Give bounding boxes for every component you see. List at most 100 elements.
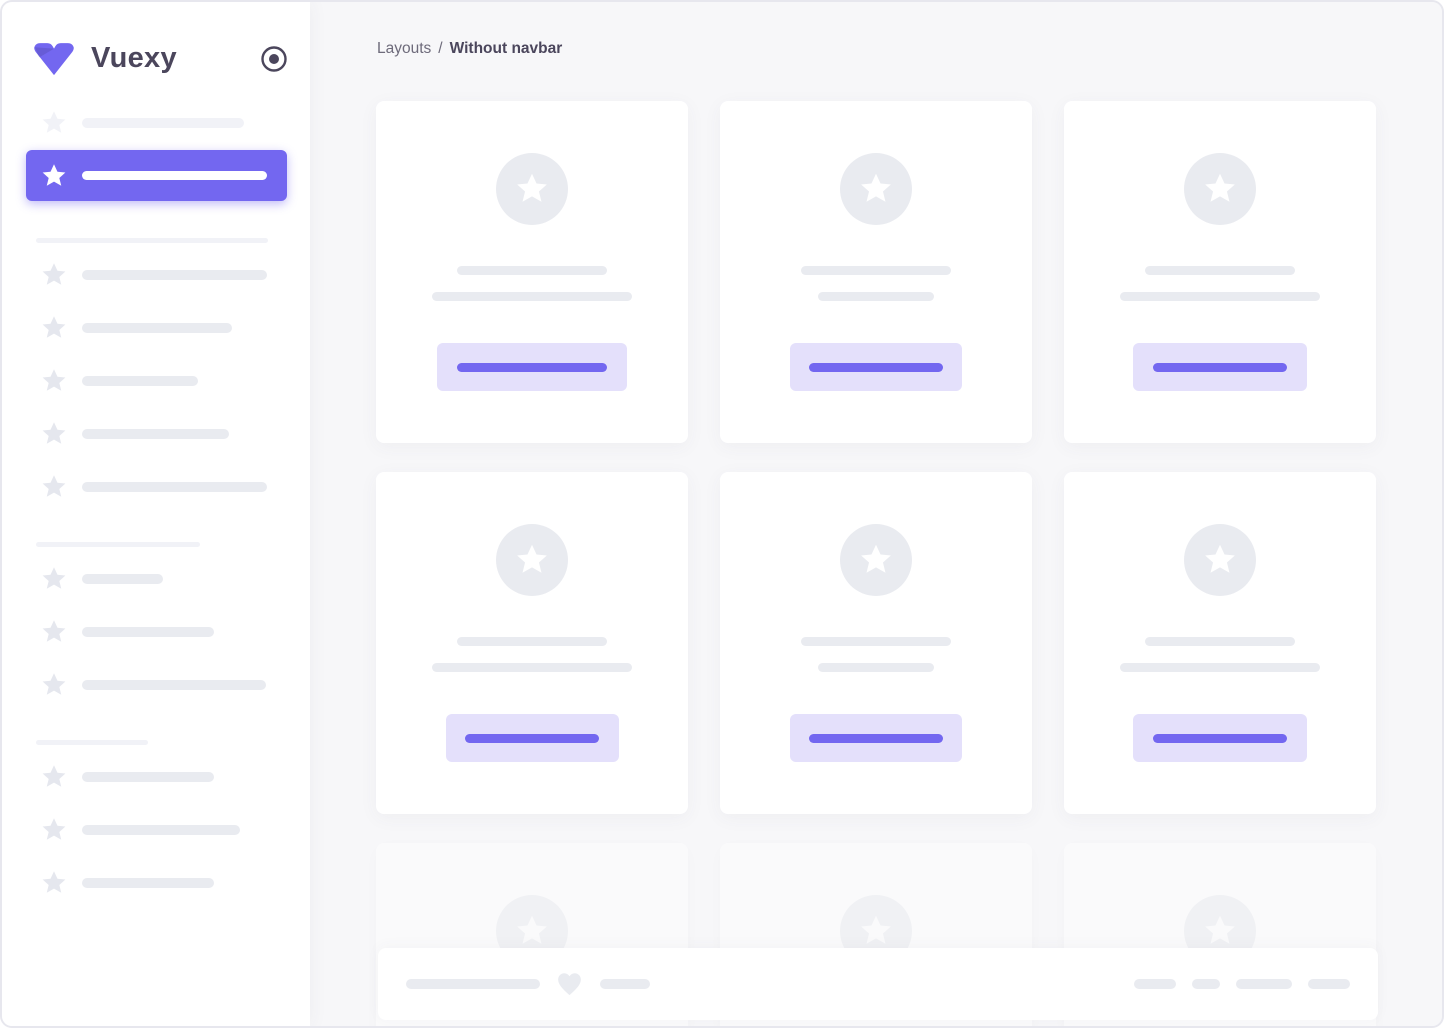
nav-label-placeholder	[82, 429, 229, 439]
sidebar-nav	[2, 103, 310, 918]
footer-links	[1134, 979, 1350, 989]
card-button-placeholder[interactable]	[790, 714, 962, 762]
star-icon	[41, 315, 67, 341]
avatar	[840, 524, 912, 596]
button-label-placeholder	[1153, 733, 1287, 743]
sidebar-nav-item-skeleton[interactable]	[2, 310, 310, 346]
heart-icon	[556, 971, 583, 998]
star-icon	[517, 173, 547, 202]
sidebar-collapse-toggle-icon[interactable]	[260, 45, 288, 73]
card-button-placeholder[interactable]	[790, 343, 962, 391]
card-title-placeholder	[457, 637, 607, 646]
card-title-placeholder	[457, 266, 607, 275]
card-title-placeholder	[801, 266, 951, 275]
breadcrumb-section[interactable]: Layouts	[377, 40, 432, 57]
nav-label-placeholder	[82, 118, 244, 128]
avatar	[496, 153, 568, 225]
footer-text-placeholder	[600, 979, 650, 989]
star-icon	[41, 672, 67, 698]
star-icon	[41, 110, 67, 136]
card-button-placeholder[interactable]	[445, 714, 619, 762]
sidebar-nav-item-skeleton[interactable]	[2, 614, 310, 650]
footer-copyright-placeholder	[406, 979, 540, 989]
star-icon	[41, 262, 67, 288]
sidebar-nav-item-skeleton[interactable]	[2, 257, 310, 293]
nav-label-placeholder	[82, 772, 214, 782]
star-icon	[1205, 173, 1235, 202]
footer-link-placeholder	[1134, 979, 1176, 989]
card-button-placeholder[interactable]	[1133, 343, 1307, 391]
avatar	[1184, 524, 1256, 596]
card-subtitle-placeholder	[1120, 292, 1320, 301]
star-icon	[517, 544, 547, 573]
sidebar-nav-item-skeleton[interactable]	[2, 105, 310, 141]
button-label-placeholder	[1153, 362, 1287, 372]
vuexy-logo-icon	[34, 43, 74, 76]
placeholder-card	[1064, 101, 1376, 443]
star-icon	[41, 474, 67, 500]
breadcrumb-separator: /	[438, 40, 443, 57]
nav-label-placeholder	[82, 878, 214, 888]
footer-link-placeholder	[1192, 979, 1220, 989]
placeholder-card	[720, 101, 1032, 443]
button-label-placeholder	[809, 733, 943, 743]
footer	[378, 948, 1378, 1020]
sidebar-nav-item-skeleton[interactable]	[2, 865, 310, 901]
button-label-placeholder	[465, 733, 599, 743]
nav-label-placeholder	[82, 680, 266, 690]
card-subtitle-placeholder	[818, 292, 934, 301]
star-icon	[861, 544, 891, 573]
nav-label-placeholder	[82, 323, 232, 333]
star-icon	[41, 870, 67, 896]
button-label-placeholder	[457, 362, 607, 372]
footer-link-placeholder	[1308, 979, 1350, 989]
sidebar-nav-item-skeleton[interactable]	[2, 812, 310, 848]
star-icon	[41, 421, 67, 447]
card-button-placeholder[interactable]	[1133, 714, 1307, 762]
breadcrumb: Layouts / Without navbar	[377, 39, 562, 59]
star-icon	[1205, 544, 1235, 573]
star-icon	[41, 817, 67, 843]
card-title-placeholder	[801, 637, 951, 646]
sidebar-nav-item-skeleton[interactable]	[2, 561, 310, 597]
star-icon	[861, 915, 891, 944]
card-subtitle-placeholder	[432, 663, 632, 672]
nav-label-placeholder	[82, 627, 214, 637]
placeholder-card	[376, 101, 688, 443]
brand: Vuexy	[30, 40, 177, 76]
star-icon	[41, 619, 67, 645]
star-icon	[517, 915, 547, 944]
sidebar-nav-item-skeleton[interactable]	[2, 469, 310, 505]
footer-link-placeholder	[1236, 979, 1292, 989]
card-grid	[376, 101, 1376, 1026]
nav-section-divider	[36, 238, 268, 243]
nav-section-divider	[36, 542, 200, 547]
star-icon	[41, 566, 67, 592]
placeholder-card	[1064, 472, 1376, 814]
star-icon	[41, 764, 67, 790]
sidebar: Vuexy	[2, 2, 310, 1026]
card-subtitle-placeholder	[1120, 663, 1320, 672]
sidebar-nav-item-skeleton[interactable]	[26, 150, 287, 201]
button-label-placeholder	[809, 362, 943, 372]
star-icon	[41, 368, 67, 394]
main-content: Layouts / Without navbar	[310, 2, 1442, 1026]
brand-title: Vuexy	[91, 41, 177, 74]
avatar	[496, 524, 568, 596]
sidebar-nav-item-skeleton[interactable]	[2, 416, 310, 452]
sidebar-nav-item-skeleton[interactable]	[2, 759, 310, 795]
card-button-placeholder[interactable]	[437, 343, 627, 391]
nav-label-placeholder	[82, 482, 267, 492]
placeholder-card	[376, 472, 688, 814]
nav-label-placeholder	[82, 825, 240, 835]
sidebar-nav-item-skeleton[interactable]	[2, 667, 310, 703]
star-icon	[41, 163, 67, 189]
sidebar-nav-item-skeleton[interactable]	[2, 363, 310, 399]
card-subtitle-placeholder	[432, 292, 632, 301]
nav-section-divider	[36, 740, 148, 745]
nav-label-placeholder	[82, 376, 198, 386]
star-icon	[861, 173, 891, 202]
avatar	[840, 153, 912, 225]
nav-label-placeholder	[82, 574, 163, 584]
